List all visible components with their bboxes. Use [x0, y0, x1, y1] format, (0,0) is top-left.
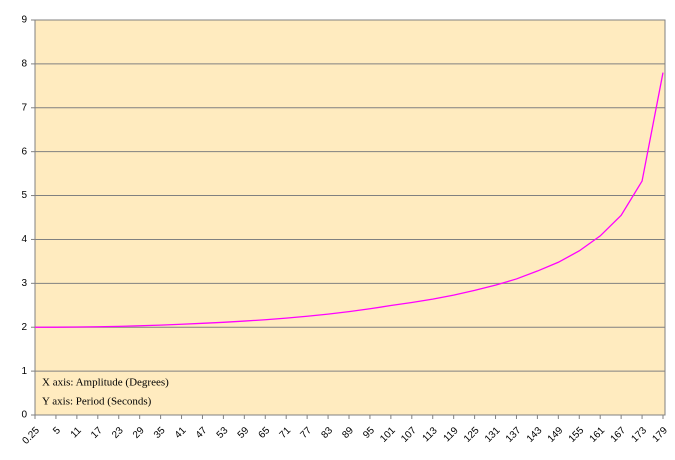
x-tick-label: 65: [257, 425, 273, 441]
y-tick-label: 2: [21, 322, 27, 333]
y-tick-label: 3: [21, 278, 27, 289]
x-tick-label: 29: [131, 425, 147, 441]
y-tick-label: 9: [21, 15, 27, 26]
y-tick-label: 5: [21, 190, 27, 201]
x-tick-label: 77: [298, 425, 314, 441]
y-tick-label: 1: [21, 366, 27, 377]
x-tick-label: 101: [378, 425, 398, 445]
y-tick-label: 6: [21, 146, 27, 157]
x-tick-label: 83: [319, 425, 335, 441]
annotation: Y axis: Period (Seconds): [42, 396, 152, 408]
plot-area: [34, 19, 666, 416]
x-tick-label: 113: [421, 425, 440, 444]
x-tick-label: 125: [462, 425, 482, 445]
annotation: X axis: Amplitude (Degrees): [42, 377, 169, 389]
x-tick-label: 5: [51, 425, 63, 437]
x-tick-label: 89: [340, 425, 356, 441]
x-tick-label: 119: [442, 425, 461, 444]
x-tick-label: 53: [215, 425, 231, 441]
x-tick-label: 17: [89, 425, 105, 441]
x-tick-label: 71: [278, 425, 294, 441]
y-tick-label: 7: [21, 102, 27, 113]
x-tick-label: 11: [69, 425, 84, 440]
x-tick-label: 179: [650, 425, 670, 445]
x-tick-label: 95: [361, 425, 377, 441]
x-tick-label: 41: [173, 425, 189, 441]
x-tick-label: 23: [110, 425, 126, 441]
x-tick-label: 161: [588, 425, 608, 445]
x-tick-label: 143: [525, 425, 545, 445]
x-tick-label: 149: [546, 425, 566, 445]
x-tick-label: 167: [609, 425, 629, 445]
y-tick-label: 8: [21, 59, 27, 70]
line-series: [34, 72, 664, 328]
x-tick-label: 0.25: [20, 425, 42, 447]
y-tick-label: 0: [21, 410, 27, 421]
x-tick-label: 35: [152, 425, 168, 441]
x-tick-label: 47: [194, 425, 210, 441]
x-tick-label: 107: [399, 425, 419, 445]
x-tick-label: 155: [567, 425, 587, 445]
x-tick-label: 131: [483, 425, 503, 445]
x-tick-label: 59: [236, 425, 252, 441]
y-tick-label: 4: [21, 234, 27, 245]
x-tick-label: 137: [504, 425, 524, 445]
x-tick-label: 173: [629, 425, 649, 445]
